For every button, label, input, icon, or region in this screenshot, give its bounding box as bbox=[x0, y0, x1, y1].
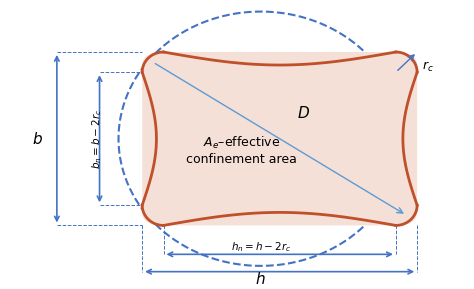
Text: $b$: $b$ bbox=[32, 131, 44, 147]
Text: $r_c$: $r_c$ bbox=[422, 60, 434, 73]
Text: $D$: $D$ bbox=[297, 105, 310, 121]
Text: $b_n=b-2r_c$: $b_n=b-2r_c$ bbox=[90, 109, 104, 169]
Text: $h$: $h$ bbox=[255, 271, 266, 287]
Text: $h_n=h-2r_c$: $h_n=h-2r_c$ bbox=[230, 240, 291, 254]
FancyBboxPatch shape bbox=[142, 52, 417, 225]
Text: $A_e$–effective
confinement area: $A_e$–effective confinement area bbox=[186, 135, 297, 166]
